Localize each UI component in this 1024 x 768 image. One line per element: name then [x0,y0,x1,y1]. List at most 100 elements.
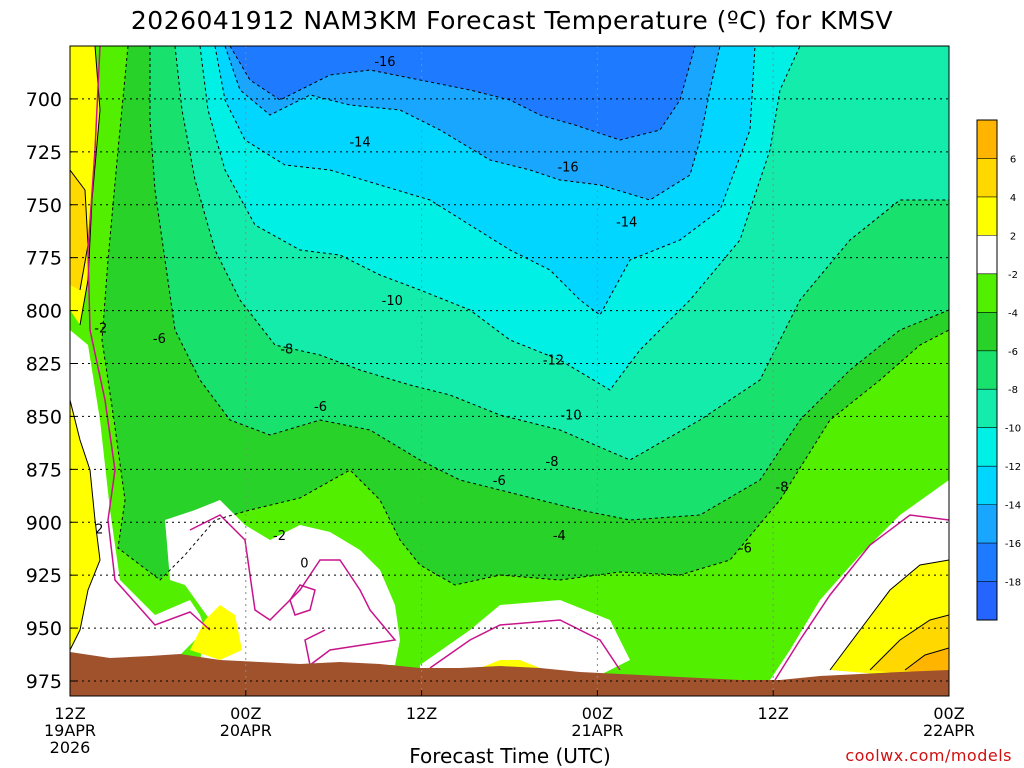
isotherm-plus2-right [829,559,949,671]
freezing-loop [289,584,316,616]
fill-warm-left [70,330,205,665]
contour-label: -8 [280,343,293,358]
contour-label: -8 [776,480,789,495]
contour-label: -6 [153,332,166,347]
colorbar-swatch [977,427,997,467]
colorbar-label: -16 [1005,539,1021,550]
isotherm-16-dashed [229,46,696,141]
x-tick-label: 12Z [54,704,85,723]
y-tick-label: 925 [26,565,62,587]
x-tick-label: 12Z [406,704,437,723]
colorbar-label: -6 [1008,347,1018,358]
contour-label: -12 [543,353,564,368]
isotherm-8-dashed [174,46,949,461]
contour-label: -8 [546,455,559,470]
x-tick-label: 00Z [582,704,613,723]
contour-label: -10 [560,408,581,423]
fill-yellow-right-small [480,660,540,668]
credit-link[interactable]: coolwx.com/models [845,746,1012,765]
colorbar-label: -4 [1008,308,1018,319]
x-tick-label: 2026 [50,738,91,757]
isotherm-6-dashed [149,46,949,521]
y-tick-label: 975 [26,671,62,693]
colorbar-label: 4 [1010,193,1016,204]
colorbar-swatch [977,196,997,236]
y-tick-label: 950 [26,618,62,640]
colorbar: 6 4 2 -2 -4 -6 -8 -10 -12 -14 -16 -18 [976,119,1021,621]
freezing-lines [87,46,949,681]
contour-label: -4 [553,529,566,544]
freezing-line-left [87,46,211,631]
x-tick-label: 00Z [230,704,261,723]
fill-yellow-left-bottom [70,400,100,650]
y-tick-label: 850 [26,406,62,428]
colorbar-frame [976,119,998,621]
contour-label: -6 [314,400,327,415]
contour-label: -16 [557,161,578,176]
x-tick-label: 20APR [220,721,272,740]
colorbar-label: 2 [1010,231,1016,242]
colorbar-label: -14 [1005,501,1021,512]
colorbar-label: -2 [1008,270,1018,281]
fill-warm-center [420,600,630,675]
y-tick-label: 900 [26,512,62,534]
fill-yellow-mid [190,605,242,660]
colorbar-swatch [977,273,997,313]
freezing-line-center [429,619,621,671]
y-tick-label: 725 [26,142,62,164]
fill-minus18 [230,46,695,140]
contour-label: -2 [94,322,107,337]
isotherm-4-dashed [101,46,949,586]
colorbar-label: -8 [1008,385,1018,396]
colorbar-swatch [977,158,997,197]
x-tick-label: 21APR [571,721,623,740]
contour-label: -10 [382,294,403,309]
ground-surface [70,652,949,696]
isotherm-plus4-right [869,614,949,671]
colorbar-swatch [977,581,997,620]
x-tick-label: 19APR [44,721,96,740]
colorbar-swatch [977,543,997,582]
isotherm-plus2-left-low [70,399,101,651]
contour-label: 0 [300,556,308,571]
contour-label: -16 [374,55,395,70]
freezing-line-mid [189,514,397,667]
contour-labels: -16 -14 -16 -14 -10 -8 -6 -12 -10 -8 -6 -4 -6 -8 -2 -6 2… [94,55,788,572]
y-tick-label: 875 [26,459,62,481]
contour-label: -6 [493,474,506,489]
y-tick-label: 800 [26,301,62,323]
contour-label: -2 [273,529,286,544]
contour-label: -6 [739,542,752,557]
colorbar-label: -18 [1005,578,1021,589]
colorbar-swatch [977,389,997,428]
colorbar-swatch [977,466,997,505]
fill-gold-left [70,170,88,290]
y-tick-label: 775 [26,248,62,270]
x-tick-label: 00Z [933,704,964,723]
colorbar-label: 6 [1010,154,1016,165]
colorbar-label: -12 [1005,462,1021,473]
freezing-line-right [774,514,949,681]
colorbar-swatch [977,350,997,390]
colorbar-label: -10 [1005,424,1021,435]
dashed-isotherms [101,46,949,586]
temperature-fill-layer [70,46,949,696]
contour-label: 2 [95,523,103,538]
x-tick-label: 22APR [923,721,975,740]
plot-frame [69,45,950,697]
colorbar-swatch [977,312,997,351]
x-tick-label: 12Z [758,704,789,723]
contour-label: -14 [616,216,637,231]
isotherm-plus4-left [70,169,89,291]
y-axis-ticks: 700 725 750 775 800 825 850 875 900 925 950 975 [26,89,76,693]
isotherm-12-dashed [214,46,756,316]
colorbar-swatch [977,235,997,274]
x-axis-label: Forecast Time (UTC) [409,744,611,768]
y-tick-label: 700 [26,89,62,111]
chart-title: 2026041912 NAM3KM Forecast Temperature (… [130,6,894,35]
isotherm-plus6-right [904,647,949,671]
isotherm-10-dashed [199,46,801,391]
contour-label: -14 [349,135,370,150]
